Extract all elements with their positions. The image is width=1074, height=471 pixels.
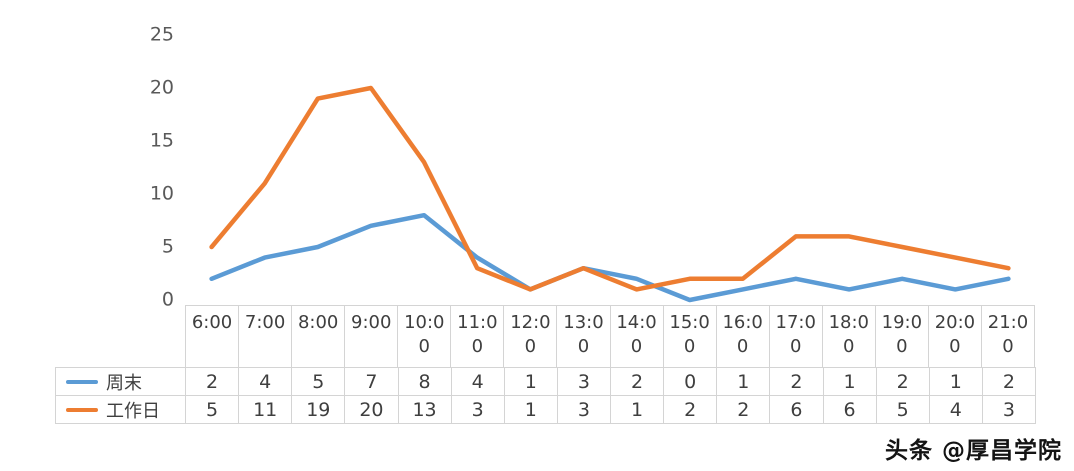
value-cell: 2 xyxy=(664,395,718,423)
value-cell: 1 xyxy=(611,395,665,423)
value-cell: 5 xyxy=(292,367,346,395)
value-cell: 11 xyxy=(239,395,293,423)
legend-cell: 周末 xyxy=(56,367,186,395)
value-cell: 8 xyxy=(398,367,452,395)
value-cell: 3 xyxy=(982,395,1036,423)
value-cell: 13 xyxy=(398,395,452,423)
value-cell: 3 xyxy=(557,395,611,423)
time-header-cell: 15:00 xyxy=(663,305,717,367)
time-header-cell: 14:00 xyxy=(610,305,664,367)
value-cell: 2 xyxy=(611,367,665,395)
y-axis-tick-label: 0 xyxy=(161,288,174,311)
table-row: 工作日 5 11 19 20 13 3 1 3 1 2 2 6 6 5 4 3 xyxy=(56,395,1036,423)
value-cell: 4 xyxy=(239,367,293,395)
value-cell: 20 xyxy=(345,395,399,423)
y-axis-tick-label: 25 xyxy=(149,23,174,46)
time-header-cell: 12:00 xyxy=(504,305,558,367)
value-cell: 3 xyxy=(451,395,505,423)
legend-label: 周末 xyxy=(106,372,142,394)
y-axis-tick-label: 20 xyxy=(149,76,174,99)
value-cell: 3 xyxy=(557,367,611,395)
time-header-cell: 7:00 xyxy=(239,305,293,367)
time-header-cell: 16:00 xyxy=(716,305,770,367)
value-cell: 2 xyxy=(186,367,240,395)
y-axis-tick-label: 5 xyxy=(161,235,174,258)
time-header-cell: 6:00 xyxy=(186,305,240,367)
value-cell: 1 xyxy=(504,367,558,395)
value-cell: 2 xyxy=(876,367,930,395)
value-cell: 4 xyxy=(451,367,505,395)
value-cell: 2 xyxy=(982,367,1036,395)
table-rows: 周末 2 4 5 7 8 4 1 3 2 0 1 2 1 2 1 2 工作日 5 11 19 20 13 3 1 3 1 2 2 6 6 5 4… xyxy=(55,367,1036,424)
y-axis-tick-label: 10 xyxy=(149,182,174,205)
time-header-cell: 9:00 xyxy=(345,305,399,367)
time-header-cell: 20:00 xyxy=(928,305,982,367)
plot-svg xyxy=(209,85,1011,303)
table-header-row: 6:00 7:00 8:00 9:00 10:00 11:00 12:00 13:00 14:0… xyxy=(185,305,1035,367)
time-header-cell: 11:00 xyxy=(451,305,505,367)
time-header-cell: 17:00 xyxy=(769,305,823,367)
time-header-cell: 8:00 xyxy=(292,305,346,367)
series-line-0 xyxy=(209,212,1011,303)
value-cell: 4 xyxy=(929,395,983,423)
watermark: 头条 @厚昌学院 xyxy=(884,438,1062,464)
legend-line-swatch xyxy=(66,407,98,412)
value-cell: 1 xyxy=(823,367,877,395)
legend-label: 工作日 xyxy=(106,400,160,422)
time-header-cell: 19:00 xyxy=(875,305,929,367)
time-header-cell: 13:00 xyxy=(557,305,611,367)
y-axis-tick-label: 15 xyxy=(149,129,174,152)
value-cell: 5 xyxy=(876,395,930,423)
value-cell: 1 xyxy=(504,395,558,423)
value-cell: 19 xyxy=(292,395,346,423)
value-cell: 0 xyxy=(664,367,718,395)
value-cell: 2 xyxy=(770,367,824,395)
time-header-cell: 21:00 xyxy=(981,305,1035,367)
time-header-cell: 18:00 xyxy=(822,305,876,367)
legend-line-swatch xyxy=(66,379,98,384)
table-row: 周末 2 4 5 7 8 4 1 3 2 0 1 2 1 2 1 2 xyxy=(56,367,1036,395)
value-cell: 6 xyxy=(770,395,824,423)
time-header-cell: 10:00 xyxy=(398,305,452,367)
value-cell: 1 xyxy=(929,367,983,395)
value-cell: 6 xyxy=(823,395,877,423)
series-line-1 xyxy=(209,85,1011,292)
legend-cell: 工作日 xyxy=(56,395,186,423)
value-cell: 1 xyxy=(717,367,771,395)
value-cell: 7 xyxy=(345,367,399,395)
value-cell: 2 xyxy=(717,395,771,423)
value-cell: 5 xyxy=(186,395,240,423)
